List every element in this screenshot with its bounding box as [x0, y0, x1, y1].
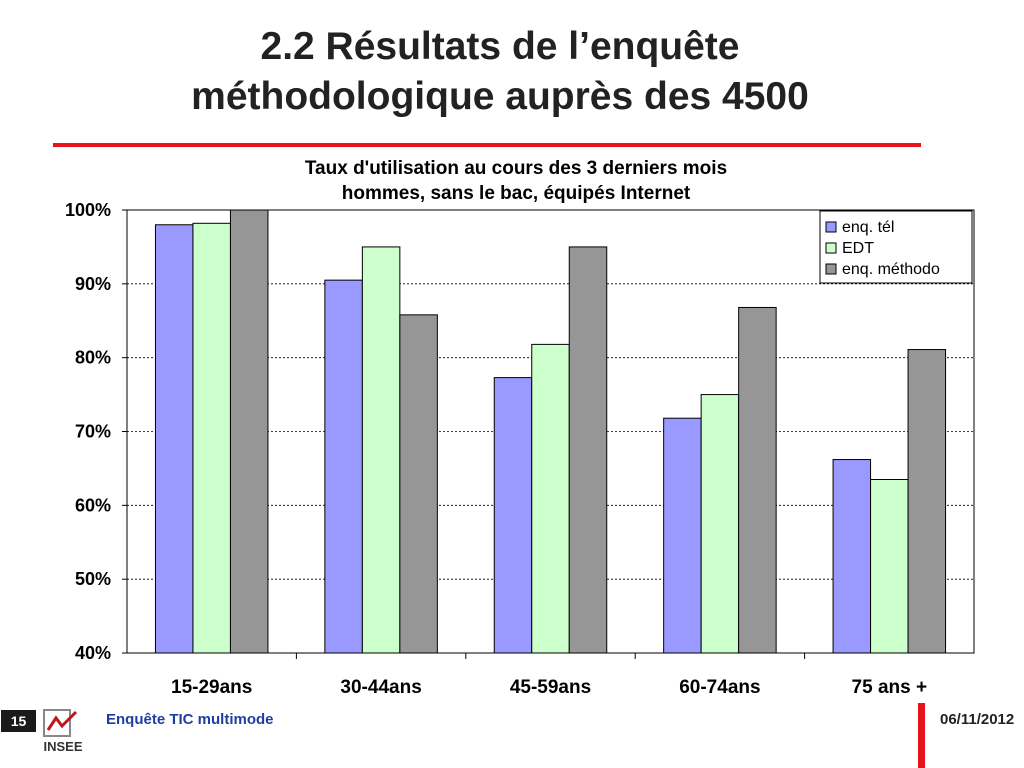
- y-tick-label: 40%: [75, 643, 111, 663]
- bar-2-2: [568, 246, 608, 654]
- bar-1-1: [361, 246, 401, 654]
- bar-chart: 100% 90% 80% 70% 60% 50% 40% 15-29ans 30-44ans 45…: [65, 200, 975, 698]
- slide-title-line-2: méthodologique auprès des 4500: [191, 75, 809, 118]
- bar-0-0: [154, 224, 194, 654]
- x-tick-label: 30-44ans: [340, 677, 421, 698]
- bar-2-3: [738, 306, 777, 654]
- x-tick-label: 45-59ans: [510, 677, 591, 698]
- bar-1-0: [192, 222, 231, 654]
- legend-label: EDT: [842, 240, 874, 257]
- insee-logo-icon: [43, 709, 78, 737]
- chart-title-line-2: hommes, sans le bac, équipés Internet: [341, 183, 691, 204]
- footer-title: Enquête TIC multimode: [106, 711, 274, 728]
- legend-swatch: [825, 221, 837, 233]
- y-tick-label: 90%: [75, 274, 111, 294]
- bar-0-1: [324, 279, 363, 654]
- bar-1-2: [531, 343, 570, 654]
- slide-title: 2.2 Résultats de l’enquête méthodologiqu…: [0, 22, 1000, 122]
- legend: [819, 210, 973, 284]
- title-divider: [53, 143, 921, 147]
- bar-0-4: [832, 459, 872, 654]
- legend-swatch: [825, 242, 837, 254]
- legend-swatch: [825, 263, 837, 275]
- bar-0-3: [663, 417, 702, 654]
- chart-title-line-1: Taux d'utilisation au cours des 3 dernie…: [304, 158, 728, 179]
- bar-0-2: [493, 377, 533, 654]
- bar-2-4: [907, 349, 947, 654]
- x-tick-label: 75 ans +: [852, 677, 928, 698]
- y-tick-label: 60%: [75, 495, 111, 515]
- y-tick-label: 100%: [65, 200, 111, 220]
- legend-label: enq. méthodo: [842, 261, 940, 278]
- footer-date: 06/11/2012: [940, 711, 1015, 728]
- footer-divider: [918, 703, 925, 768]
- y-tick-label: 50%: [75, 569, 111, 589]
- bar-1-3: [700, 394, 740, 654]
- slide-title-line-1: 2.2 Résultats de l’enquête: [260, 25, 740, 68]
- bar-1-4: [870, 478, 909, 654]
- x-tick-label: 15-29ans: [171, 677, 252, 698]
- legend-label: enq. tél: [842, 219, 894, 236]
- bar-2-0: [229, 209, 269, 654]
- logo-text: INSEE: [43, 739, 83, 754]
- chart-title: Taux d'utilisation au cours des 3 dernie…: [196, 156, 836, 206]
- page-number: 15: [1, 710, 36, 732]
- x-tick-label: 60-74ans: [679, 677, 760, 698]
- y-tick-label: 70%: [75, 422, 111, 442]
- bar-2-1: [399, 314, 438, 654]
- y-tick-label: 80%: [75, 348, 111, 368]
